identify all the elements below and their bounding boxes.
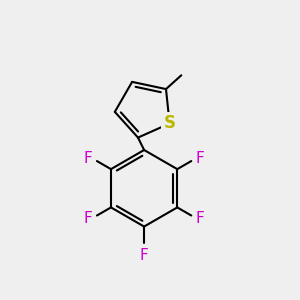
Text: F: F [196,211,205,226]
Text: F: F [84,151,92,166]
Text: S: S [164,115,175,133]
Text: F: F [84,211,92,226]
Text: F: F [196,151,205,166]
Text: F: F [140,248,148,263]
